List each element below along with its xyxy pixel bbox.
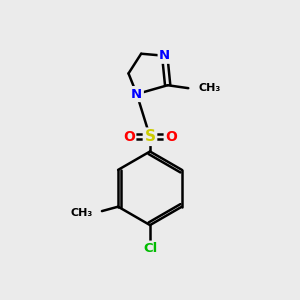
Text: N: N — [159, 49, 170, 62]
Text: O: O — [165, 130, 177, 144]
Text: CH₃: CH₃ — [199, 83, 221, 93]
Text: O: O — [123, 130, 135, 144]
Text: N: N — [131, 88, 142, 100]
Text: S: S — [145, 129, 155, 144]
Text: CH₃: CH₃ — [71, 208, 93, 218]
Text: Cl: Cl — [143, 242, 157, 255]
